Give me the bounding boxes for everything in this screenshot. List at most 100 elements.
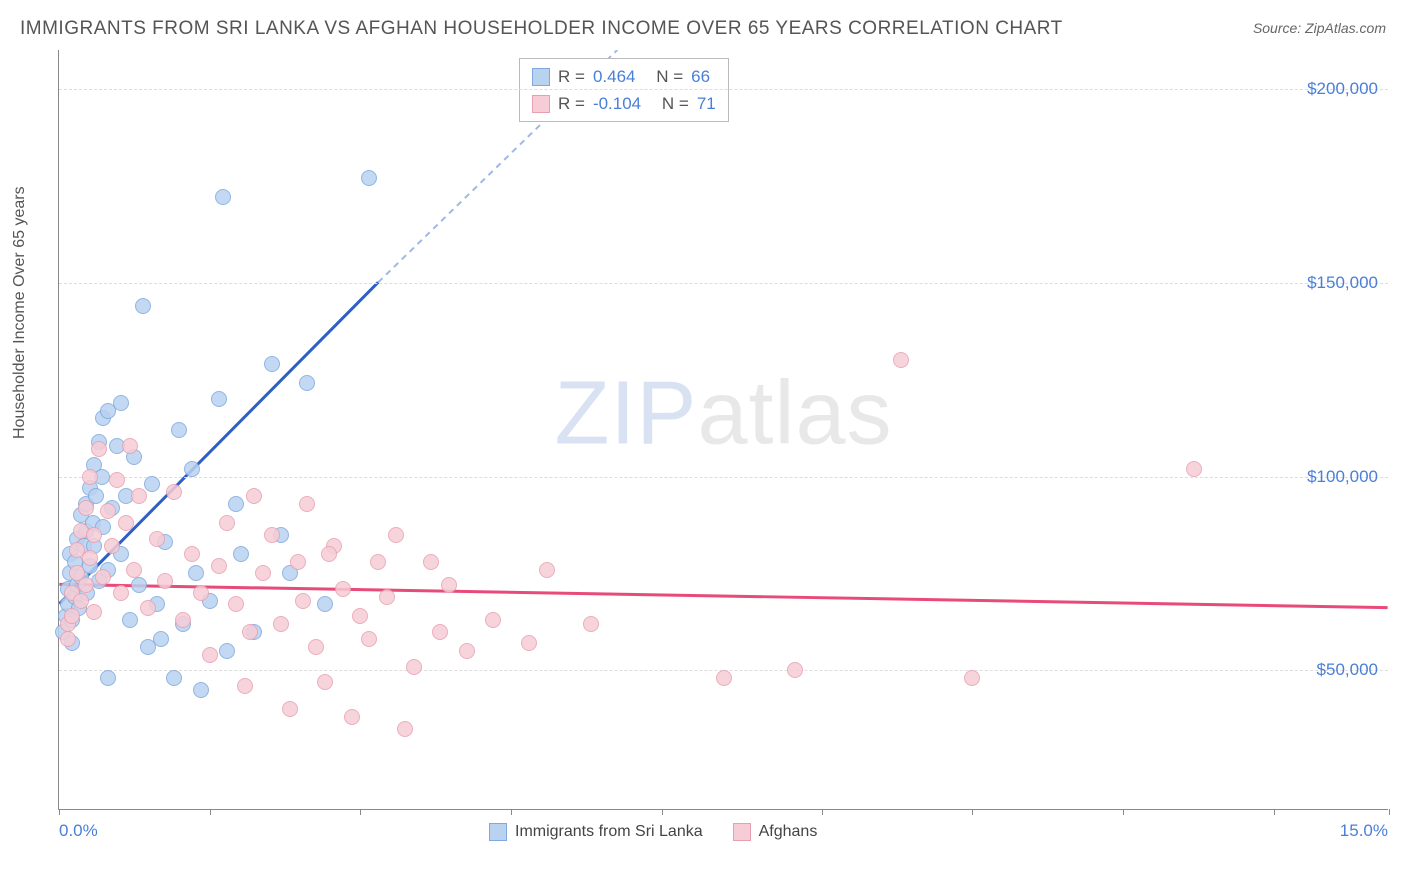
scatter-marker [485,612,501,628]
scatter-marker [175,612,191,628]
scatter-marker [215,189,231,205]
scatter-marker [379,589,395,605]
xtick [1123,809,1124,815]
scatter-marker [370,554,386,570]
scatter-marker [308,639,324,655]
scatter-marker [219,643,235,659]
scatter-marker [211,558,227,574]
stats-R-label: R = [558,63,585,90]
ytick-label: $150,000 [1307,273,1378,293]
scatter-marker [113,585,129,601]
xtick [972,809,973,815]
scatter-marker [255,565,271,581]
y-axis-label: Householder Income Over 65 years [11,186,29,439]
scatter-marker [100,670,116,686]
scatter-marker [299,375,315,391]
scatter-marker [78,577,94,593]
scatter-marker [193,585,209,601]
scatter-marker [228,496,244,512]
xtick [822,809,823,815]
ytick-label: $100,000 [1307,467,1378,487]
scatter-marker [459,643,475,659]
xtick [59,809,60,815]
scatter-marker [1186,461,1202,477]
watermark-main: ZIP [554,364,697,464]
legend-swatch-series2 [733,823,751,841]
scatter-marker [539,562,555,578]
scatter-marker [583,616,599,632]
scatter-marker [166,484,182,500]
scatter-marker [153,631,169,647]
scatter-marker [295,593,311,609]
scatter-marker [397,721,413,737]
scatter-marker [264,527,280,543]
scatter-marker [521,635,537,651]
scatter-marker [131,577,147,593]
scatter-marker [122,612,138,628]
xtick [210,809,211,815]
scatter-marker [335,581,351,597]
scatter-marker [246,488,262,504]
scatter-marker [135,298,151,314]
scatter-marker [188,565,204,581]
scatter-marker [406,659,422,675]
scatter-marker [282,701,298,717]
scatter-marker [273,616,289,632]
scatter-marker [321,546,337,562]
scatter-marker [344,709,360,725]
ytick-label: $50,000 [1317,660,1378,680]
scatter-marker [242,624,258,640]
stats-N-value-1: 66 [691,63,710,90]
stats-R-value-2: -0.104 [593,90,641,117]
scatter-marker [184,461,200,477]
stats-R-label2: R = [558,90,585,117]
plot-area: ZIPatlas R = 0.464 N = 66 R = -0.104 N =… [58,50,1388,810]
watermark: ZIPatlas [554,363,892,466]
stats-swatch-series1 [532,68,550,86]
scatter-marker [193,682,209,698]
chart-container: IMMIGRANTS FROM SRI LANKA VS AFGHAN HOUS… [0,0,1406,892]
scatter-marker [60,631,76,647]
scatter-marker [109,472,125,488]
scatter-marker [237,678,253,694]
scatter-marker [388,527,404,543]
scatter-marker [157,573,173,589]
stats-N-label: N = [656,63,683,90]
watermark-sub: atlas [697,364,892,464]
scatter-marker [91,441,107,457]
scatter-marker [317,596,333,612]
legend-swatch-series1 [489,823,507,841]
scatter-marker [893,352,909,368]
scatter-marker [787,662,803,678]
scatter-marker [441,577,457,593]
scatter-marker [131,488,147,504]
scatter-marker [78,500,94,516]
bottom-legend: Immigrants from Sri Lanka Afghans [489,823,817,841]
legend-item-series1: Immigrants from Sri Lanka [489,823,703,841]
xtick [1274,809,1275,815]
scatter-marker [361,170,377,186]
ytick-label: $200,000 [1307,79,1378,99]
scatter-marker [233,546,249,562]
trend-lines-layer [59,50,1388,809]
scatter-marker [82,550,98,566]
xtick [1389,809,1390,815]
scatter-marker [290,554,306,570]
scatter-marker [122,438,138,454]
scatter-marker [716,670,732,686]
chart-title: IMMIGRANTS FROM SRI LANKA VS AFGHAN HOUS… [20,18,1063,40]
scatter-marker [140,600,156,616]
xtick [511,809,512,815]
stats-row-series2: R = -0.104 N = 71 [532,90,716,117]
scatter-marker [964,670,980,686]
scatter-marker [432,624,448,640]
legend-item-series2: Afghans [733,823,818,841]
stats-box: R = 0.464 N = 66 R = -0.104 N = 71 [519,58,729,122]
stats-row-series1: R = 0.464 N = 66 [532,63,716,90]
xtick [360,809,361,815]
scatter-marker [82,469,98,485]
scatter-marker [317,674,333,690]
scatter-marker [219,515,235,531]
scatter-marker [361,631,377,647]
stats-N-label2: N = [662,90,689,117]
